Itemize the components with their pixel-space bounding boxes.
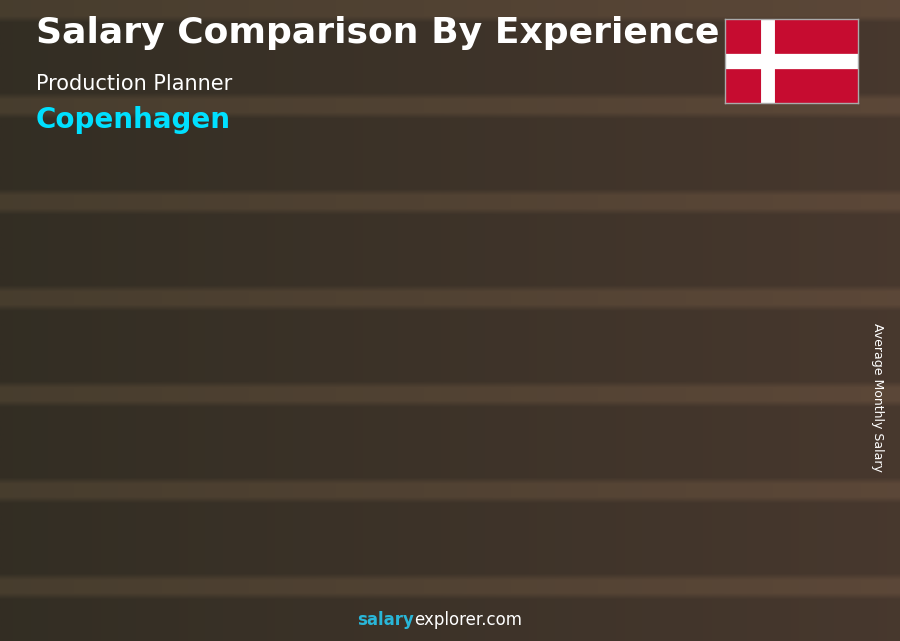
Text: +9%: +9%	[518, 279, 579, 304]
Text: 59,300 DKK: 59,300 DKK	[526, 313, 617, 328]
Text: Salary Comparison By Experience: Salary Comparison By Experience	[36, 16, 719, 50]
Bar	[705, 310, 710, 577]
Bar	[454, 350, 458, 577]
Bar	[328, 390, 392, 577]
Bar	[202, 451, 267, 577]
Text: +22%: +22%	[385, 296, 461, 320]
Bar	[631, 330, 644, 577]
Text: Copenhagen: Copenhagen	[36, 106, 231, 134]
FancyArrowPatch shape	[614, 294, 732, 328]
Text: salary: salary	[357, 612, 414, 629]
Text: Average Monthly Salary: Average Monthly Salary	[871, 323, 884, 472]
Bar	[579, 330, 644, 577]
Bar	[579, 330, 584, 577]
Bar	[129, 483, 141, 577]
Text: explorer.com: explorer.com	[414, 612, 522, 629]
Text: 64,200 DKK: 64,200 DKK	[698, 292, 788, 307]
Bar	[506, 350, 518, 577]
Text: Production Planner: Production Planner	[36, 74, 232, 94]
Text: +48%: +48%	[259, 332, 336, 356]
Bar	[454, 350, 518, 577]
FancyArrowPatch shape	[362, 342, 480, 388]
Text: +34%: +34%	[133, 388, 210, 412]
Bar	[202, 451, 207, 577]
Bar	[76, 483, 141, 577]
Bar	[254, 451, 267, 577]
Bar	[328, 390, 333, 577]
Text: 54,400 DKK: 54,400 DKK	[400, 333, 490, 348]
Bar	[76, 483, 81, 577]
FancyArrowPatch shape	[111, 440, 229, 481]
Bar	[757, 310, 770, 577]
Text: 22,600 DKK: 22,600 DKK	[23, 465, 113, 481]
FancyArrowPatch shape	[488, 315, 606, 348]
Bar	[705, 310, 770, 577]
Bar	[380, 390, 392, 577]
FancyArrowPatch shape	[236, 384, 354, 449]
Text: 30,200 DKK: 30,200 DKK	[209, 434, 298, 449]
Text: +8%: +8%	[644, 263, 705, 287]
Text: 44,700 DKK: 44,700 DKK	[275, 374, 364, 388]
